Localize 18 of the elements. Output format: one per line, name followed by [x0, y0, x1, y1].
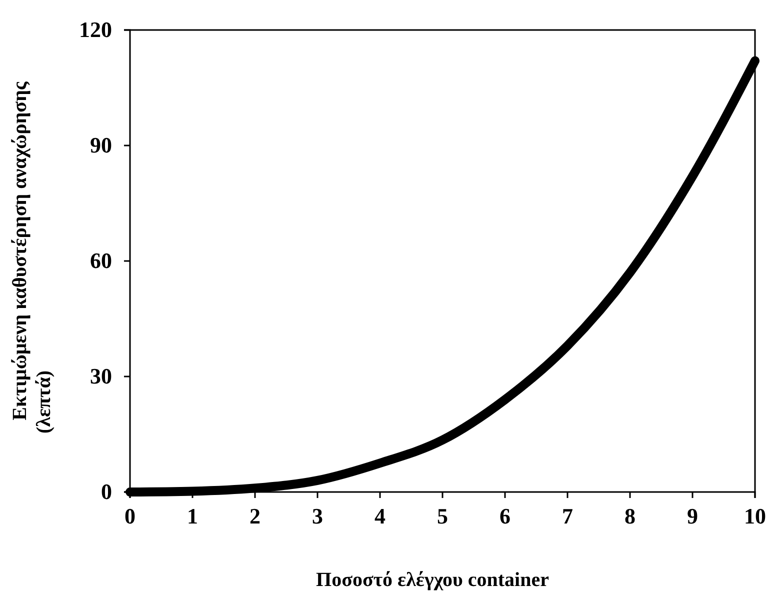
y-tick-label: 30 — [90, 364, 112, 389]
y-tick-label: 60 — [90, 248, 112, 274]
y-axis-title: Εκτιμώμενη καθυστέρηση αναχώρησης (λεπτά) — [9, 81, 55, 434]
x-tick-label: 2 — [250, 504, 260, 529]
x-tick-label: 5 — [437, 504, 448, 529]
x-tick-label: 4 — [374, 504, 386, 529]
y-tick-label: 0 — [101, 479, 112, 504]
x-tick-label: 0 — [124, 504, 136, 529]
x-axis-title: Ποσοστό ελέγχου container — [316, 569, 550, 591]
y-tick-label: 90 — [90, 132, 112, 158]
x-tick-label: 6 — [500, 504, 510, 529]
x-tick-label: 7 — [562, 504, 573, 529]
x-tick-label: 8 — [624, 504, 636, 529]
y-tick-label: 120 — [79, 17, 112, 42]
x-tick-label: 3 — [312, 504, 323, 529]
x-tick-label: 9 — [687, 504, 698, 529]
x-tick-label: 1 — [187, 504, 198, 529]
x-tick-label: 10 — [744, 504, 766, 529]
